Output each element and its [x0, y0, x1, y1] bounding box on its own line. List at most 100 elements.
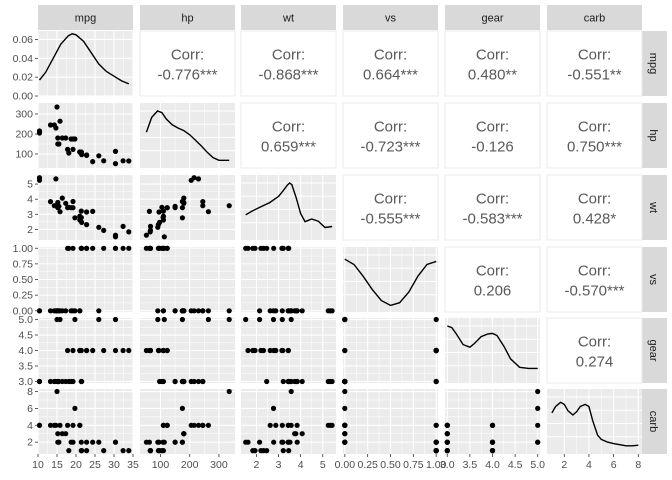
row-strip-wt [641, 175, 667, 240]
point-vs-mpg [54, 308, 60, 314]
corr-value-gear-carb: 0.274 [576, 354, 614, 371]
point-vs-hp [191, 308, 197, 314]
corr-label: Corr: [476, 191, 509, 208]
y-tick-label-gear: 3.5 [18, 360, 33, 372]
point-gear-hp [156, 347, 162, 354]
x-tick-label-vs: 0.75 [403, 459, 424, 471]
point-gear-hp [147, 347, 154, 354]
point-wt-mpg [79, 219, 85, 225]
point-vs-mpg [36, 308, 43, 314]
corr-value-hp-wt: 0.659*** [261, 139, 316, 156]
y-tick-label-carb: 2 [27, 437, 33, 449]
point-gear-mpg [63, 378, 69, 385]
point-carb-mpg [57, 422, 63, 428]
point-carb-wt [270, 405, 277, 411]
point-gear-hp [191, 378, 197, 385]
point-gear-hp [143, 347, 149, 354]
point-wt-mpg [78, 208, 84, 214]
point-gear-wt [279, 347, 285, 354]
x-tick-label-hp: 100 [152, 459, 170, 471]
point-gear-hp [157, 378, 163, 385]
panel-mpg-carb: Corr: -0.551** [546, 30, 643, 97]
corr-label: Corr: [578, 191, 611, 208]
point-wt-mpg [59, 195, 65, 201]
point-hp-mpg [126, 158, 132, 164]
point-wt-hp [205, 209, 211, 215]
panel-mpg-mpg [38, 31, 133, 96]
point-vs-wt [252, 245, 258, 251]
point-vs-hp [179, 308, 185, 314]
point-gear-mpg [112, 316, 119, 323]
point-gear-mpg [126, 347, 132, 354]
point-carb-mpg [96, 439, 102, 445]
x-tick-label-gear: 4.0 [485, 459, 500, 471]
y-tick-label-hp: 300 [15, 109, 33, 121]
point-carb-gear [489, 448, 496, 454]
point-hp-mpg [55, 135, 61, 141]
point-carb-wt [257, 439, 263, 445]
row-strip-label-wt: wt [647, 201, 659, 213]
point-carb-gear [535, 388, 541, 395]
point-carb-hp [226, 388, 232, 395]
point-carb-mpg [55, 439, 61, 445]
x-tick-label-carb: 2 [561, 459, 567, 471]
x-tick-label-gear: 3.0 [440, 459, 455, 471]
point-carb-wt [280, 448, 286, 454]
panel-hp-mpg [36, 103, 133, 168]
density-curve-mpg [38, 33, 130, 85]
point-vs-hp [143, 245, 149, 251]
y-tick-label-vs: 0.75 [13, 258, 34, 270]
panel-wt-vs: Corr: -0.555*** [342, 174, 439, 241]
panel-hp-hp [140, 103, 235, 168]
point-carb-mpg [66, 448, 72, 454]
point-gear-mpg [90, 347, 96, 354]
point-vs-hp [226, 308, 232, 314]
corr-panel-bg [546, 30, 643, 97]
panel-gear-mpg [36, 316, 133, 385]
point-vs-mpg [78, 245, 84, 251]
y-tick-label-vs: 1.00 [13, 243, 34, 255]
panel-carb-vs [342, 388, 439, 454]
point-carb-mpg [47, 422, 54, 428]
point-gear-wt [285, 378, 291, 385]
point-wt-mpg [78, 215, 84, 221]
corr-label: Corr: [476, 263, 509, 280]
x-tick-label-gear: 4.5 [508, 459, 523, 471]
point-wt-hp [159, 204, 165, 210]
point-gear-wt [288, 316, 294, 323]
point-wt-hp [147, 227, 154, 233]
point-wt-hp [191, 175, 197, 181]
point-vs-wt [288, 308, 294, 314]
point-gear-wt [279, 316, 285, 323]
corr-value-hp-carb: 0.750*** [567, 139, 622, 156]
point-wt-hp [155, 224, 161, 230]
point-vs-mpg [112, 245, 119, 251]
point-carb-vs [342, 431, 348, 437]
corr-value-mpg-carb: -0.551** [567, 67, 621, 84]
panel-vs-mpg [36, 245, 133, 314]
point-gear-mpg [54, 316, 60, 323]
corr-label: Corr: [578, 334, 611, 351]
row-strip-carb [641, 389, 667, 454]
x-tick-label-mpg: 30 [108, 459, 120, 471]
point-gear-hp [226, 316, 232, 323]
panel-carb-mpg [36, 388, 133, 454]
y-tick-label-mpg: 0.02 [13, 72, 34, 84]
point-gear-vs [433, 347, 439, 354]
panel-gear-wt [241, 316, 336, 385]
y-tick-label-hp: 100 [15, 149, 33, 161]
panel-mpg-vs: Corr: 0.664*** [342, 30, 439, 97]
row-strip-label-hp: hp [647, 129, 659, 141]
point-carb-wt [252, 448, 258, 454]
point-gear-mpg [70, 378, 76, 385]
point-carb-gear [535, 405, 541, 411]
point-gear-mpg [70, 347, 76, 354]
point-hp-mpg [112, 148, 119, 154]
point-carb-gear [535, 422, 541, 428]
row-strip-gear [641, 318, 667, 383]
point-vs-mpg [84, 245, 90, 251]
point-vs-wt [270, 308, 277, 314]
corr-value-wt-carb: 0.428* [573, 211, 617, 228]
corr-panel-bg [444, 246, 541, 313]
